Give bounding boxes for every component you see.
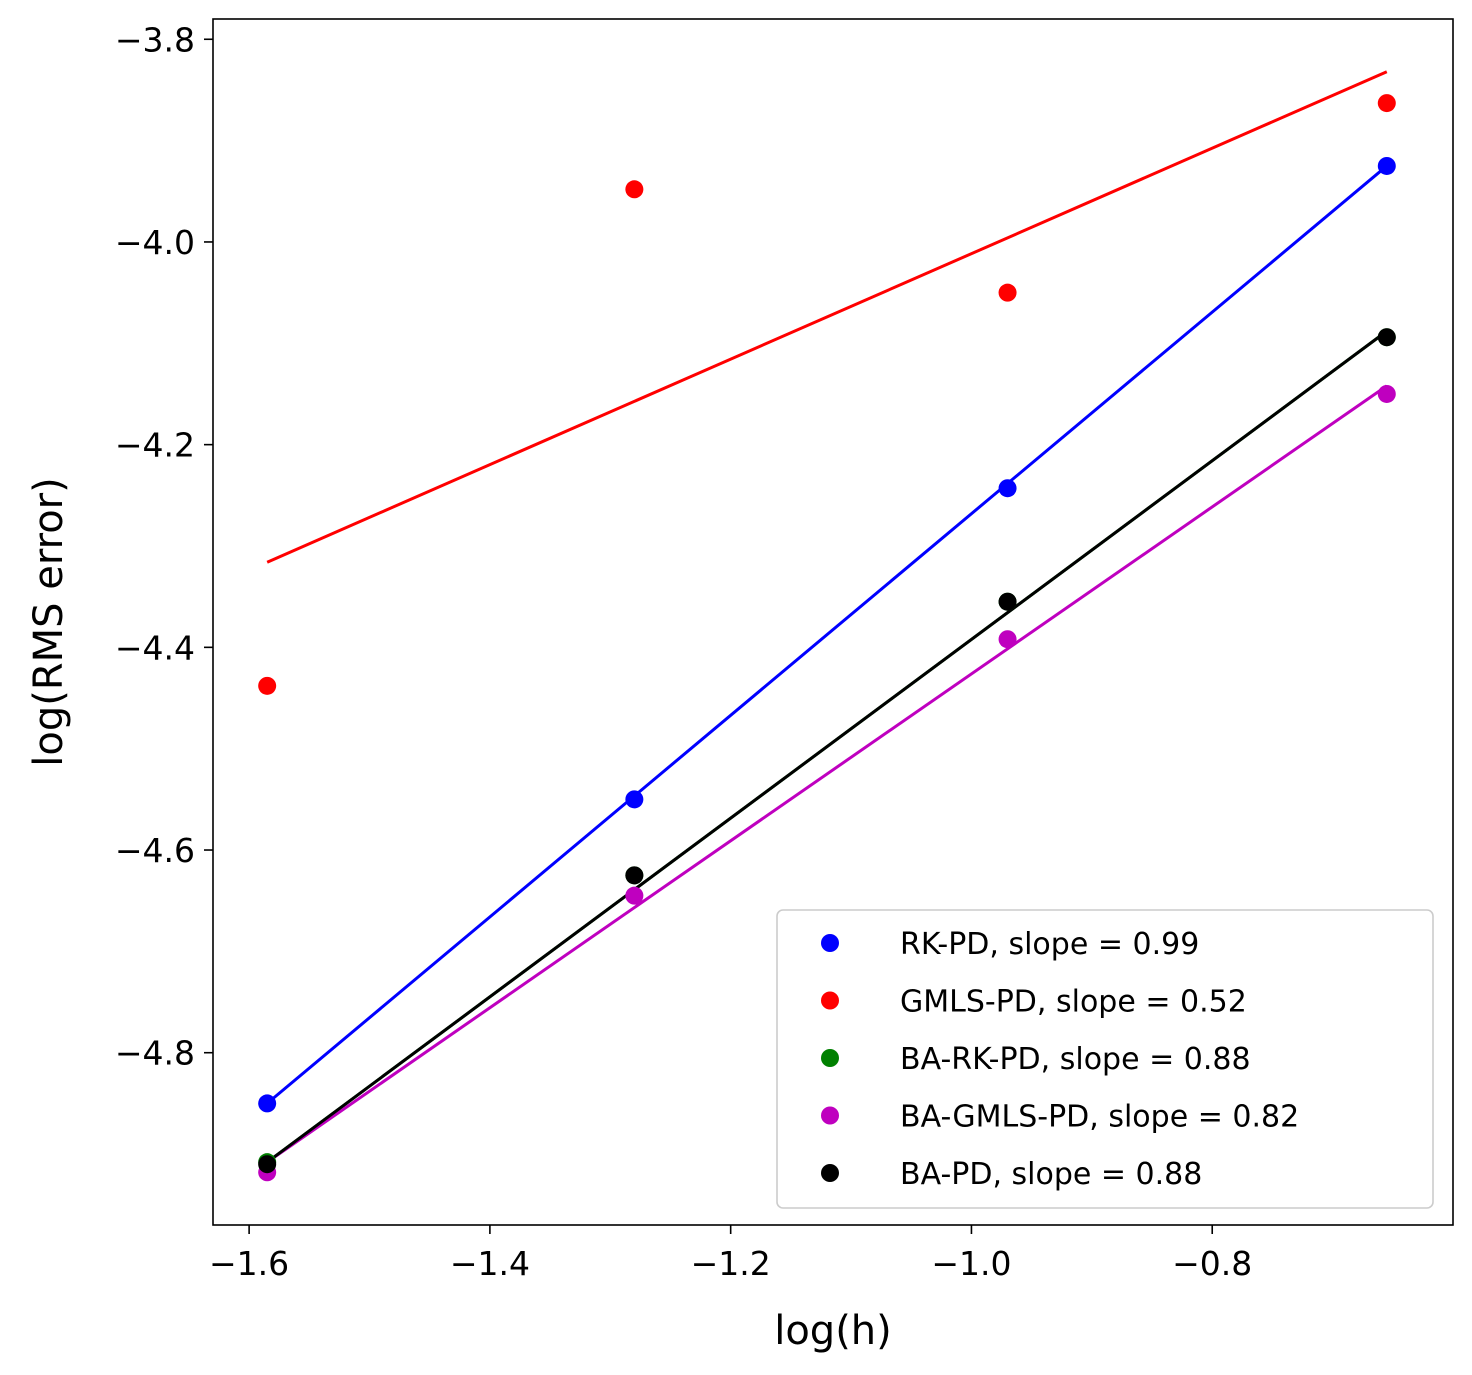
y-tick-label: −4.2 bbox=[115, 426, 195, 465]
point-rk-pd bbox=[998, 479, 1017, 498]
legend-marker bbox=[821, 1049, 839, 1067]
point-ba-gmls-pd bbox=[625, 886, 644, 905]
point-rk-pd bbox=[625, 790, 644, 809]
legend-marker bbox=[821, 991, 839, 1010]
fit-lines bbox=[266, 70, 1388, 1164]
x-axis-ticks: −1.6 −1.4 −1.2 −1.0 −0.8 bbox=[209, 1225, 1252, 1283]
y-tick-label: −4.6 bbox=[115, 831, 195, 870]
legend: RK-PD, slope = 0.99 GMLS-PD, slope = 0.52… bbox=[776, 909, 1434, 1209]
legend-label: GMLS-PD, slope = 0.52 bbox=[900, 985, 1247, 1020]
fit-line-ba-pd bbox=[266, 329, 1388, 1164]
legend-label: BA-RK-PD, slope = 0.88 bbox=[900, 1042, 1251, 1077]
point-ba-pd bbox=[998, 592, 1017, 611]
legend-marker bbox=[821, 1106, 839, 1125]
point-ba-pd bbox=[258, 1155, 277, 1174]
point-ba-pd bbox=[1377, 328, 1396, 347]
fit-line-ba-gmls-pd bbox=[266, 384, 1388, 1164]
y-axis-label: log(RMS error) bbox=[26, 477, 72, 766]
x-tick-label: −1.4 bbox=[450, 1244, 530, 1283]
point-rk-pd bbox=[258, 1094, 277, 1113]
legend-label: RK-PD, slope = 0.99 bbox=[900, 927, 1199, 962]
fit-line-gmls-pd bbox=[266, 70, 1388, 564]
legend-marker bbox=[821, 1164, 839, 1182]
legend-marker bbox=[821, 934, 839, 952]
y-tick-label: −4.8 bbox=[115, 1034, 195, 1073]
x-tick-label: −1.2 bbox=[691, 1244, 771, 1283]
legend-label: BA-PD, slope = 0.88 bbox=[900, 1157, 1202, 1192]
x-tick-label: −1.6 bbox=[209, 1244, 289, 1283]
fit-line-rk-pd bbox=[266, 164, 1388, 1105]
point-ba-gmls-pd bbox=[1377, 384, 1396, 403]
x-axis-label: log(h) bbox=[774, 1308, 892, 1354]
y-tick-label: −3.8 bbox=[115, 20, 195, 59]
y-tick-label: −4.4 bbox=[115, 628, 195, 667]
x-tick-label: −1.0 bbox=[931, 1244, 1011, 1283]
data-points bbox=[258, 94, 1396, 1182]
point-ba-gmls-pd bbox=[998, 630, 1017, 649]
point-gmls-pd bbox=[625, 180, 644, 199]
point-gmls-pd bbox=[258, 676, 277, 695]
point-gmls-pd bbox=[998, 283, 1017, 302]
y-tick-label: −4.0 bbox=[115, 223, 195, 262]
legend-box bbox=[776, 909, 1434, 1209]
y-axis-ticks: −4.8 −4.6 −4.4 −4.2 −4.0 −3.8 bbox=[115, 20, 213, 1073]
x-tick-label: −0.8 bbox=[1172, 1244, 1252, 1283]
point-gmls-pd bbox=[1377, 94, 1396, 113]
legend-label: BA-GMLS-PD, slope = 0.82 bbox=[900, 1100, 1299, 1135]
point-ba-pd bbox=[625, 866, 644, 885]
axes-frame bbox=[212, 18, 1454, 1226]
point-rk-pd bbox=[1377, 156, 1396, 175]
